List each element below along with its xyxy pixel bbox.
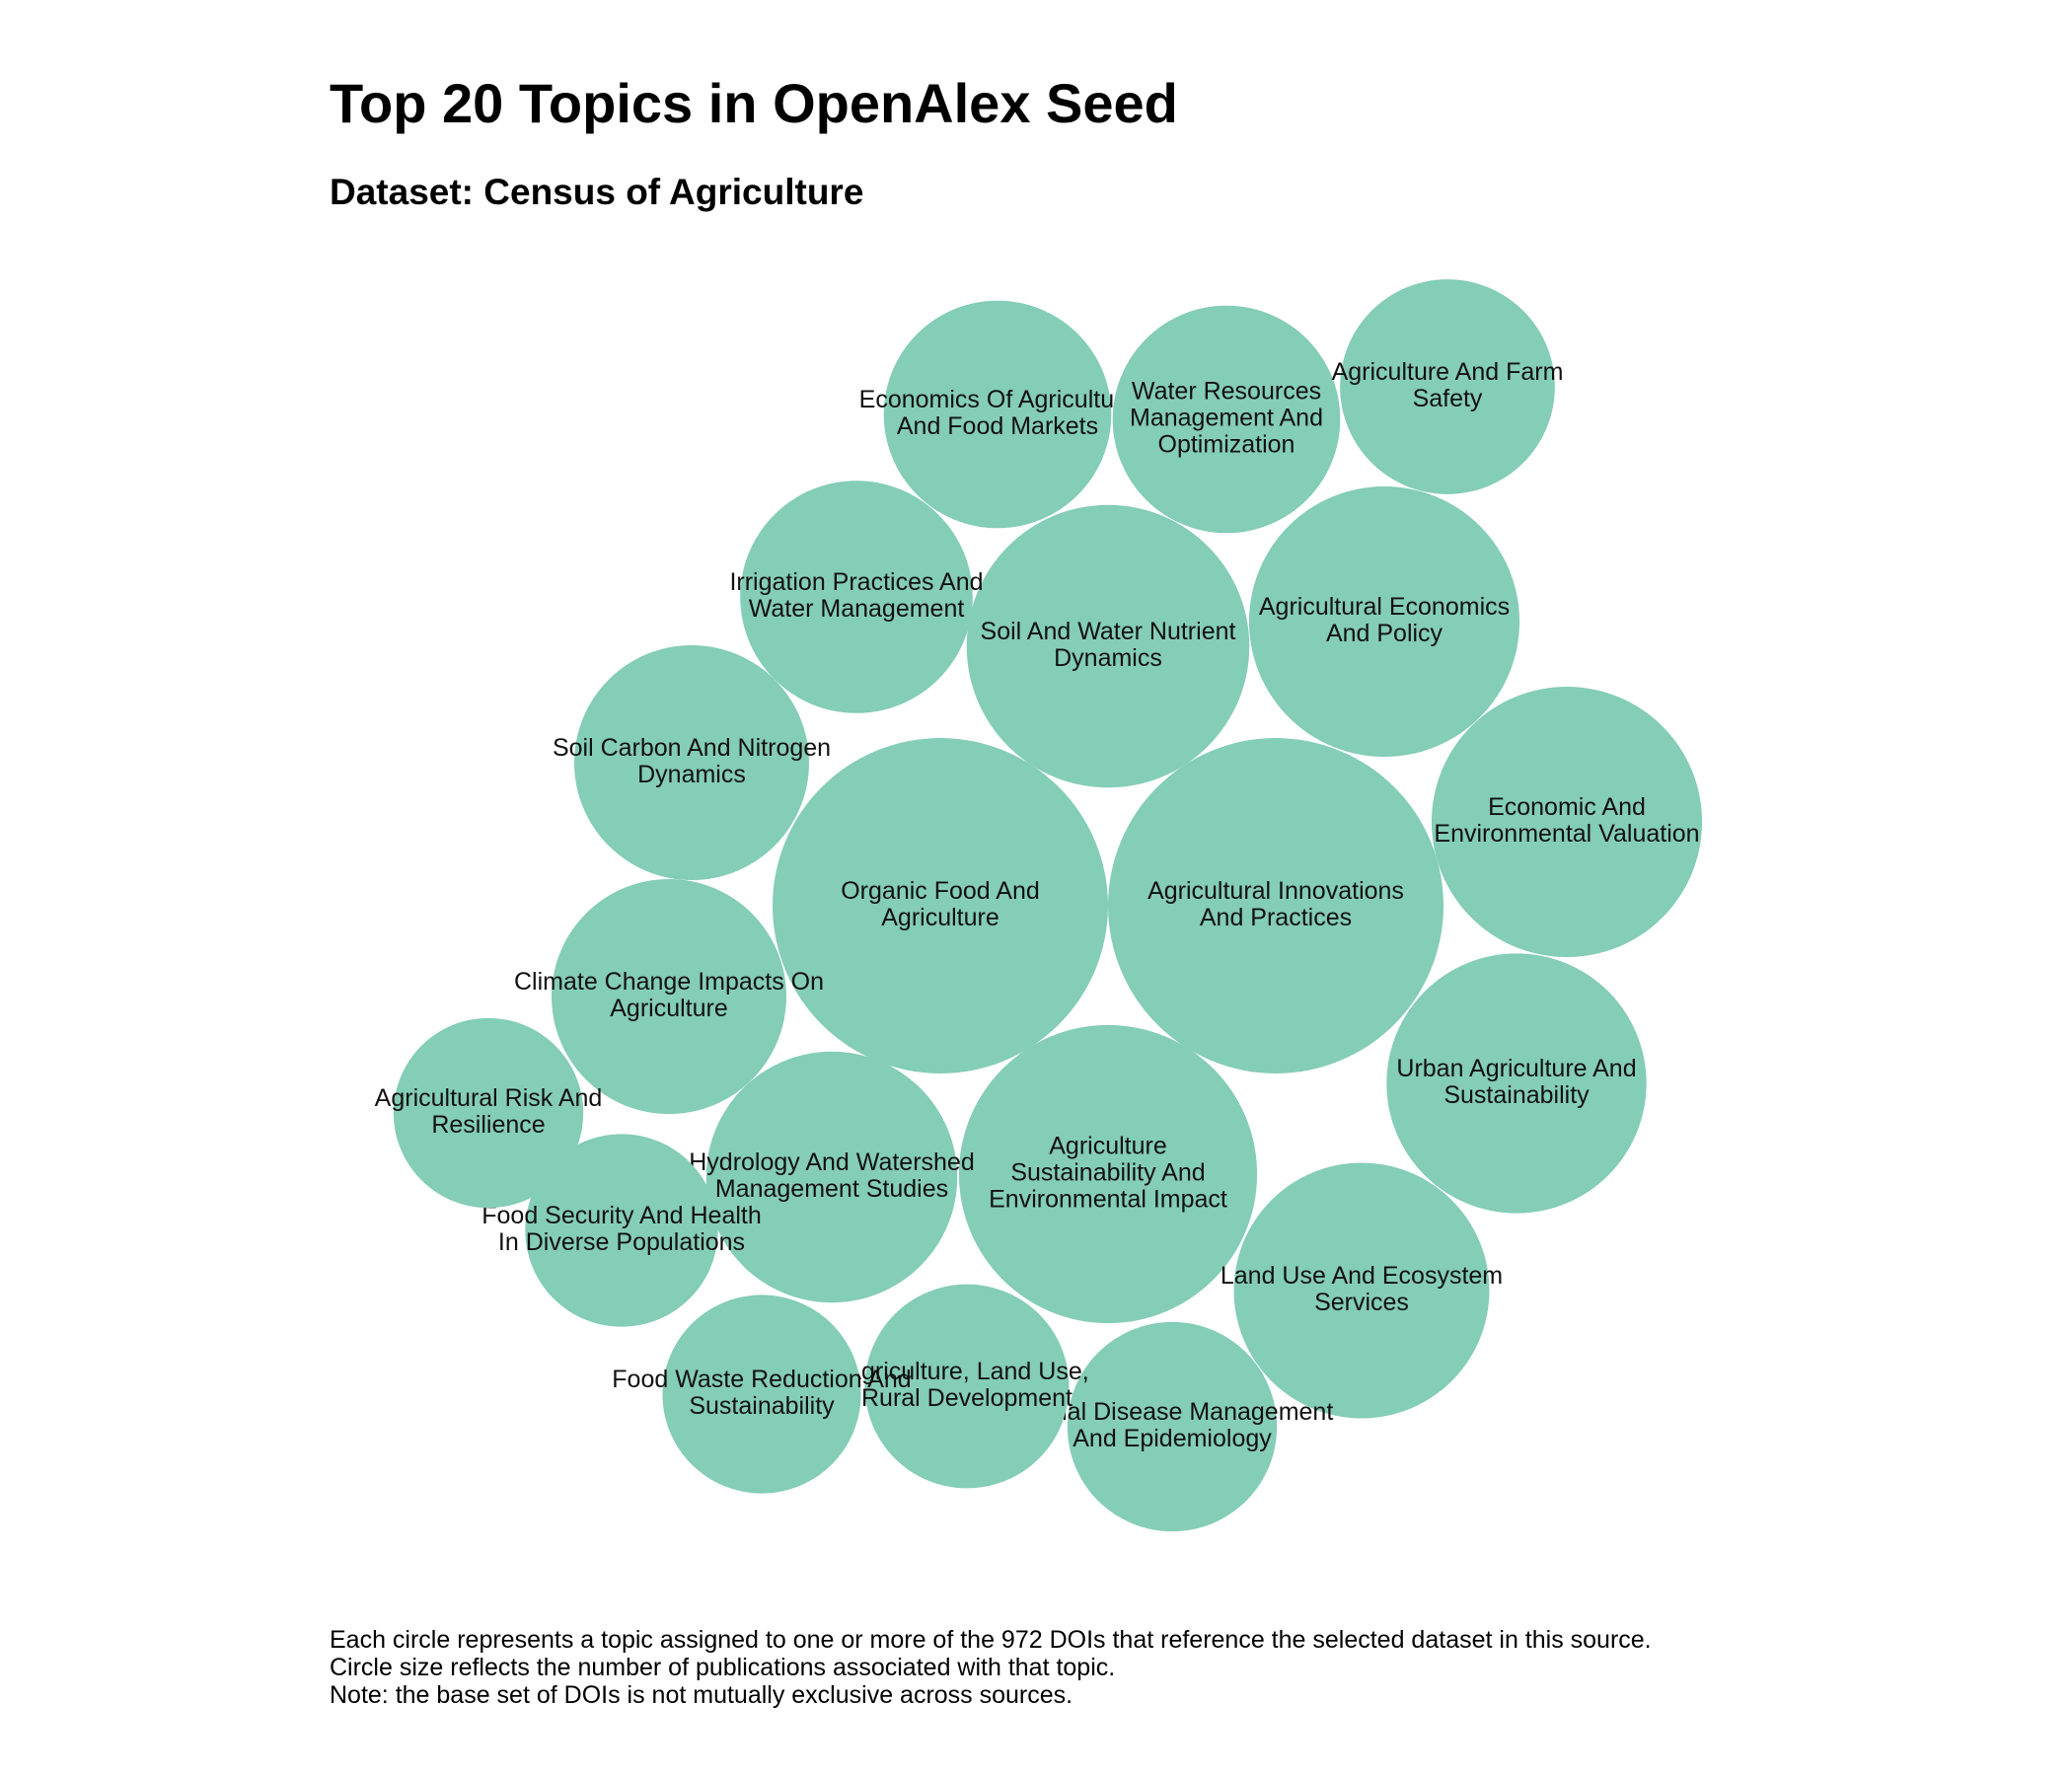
bubble-label: Dynamics bbox=[637, 761, 746, 788]
caption-line-2: Circle size reflects the number of publi… bbox=[330, 1654, 1116, 1681]
bubble-circle bbox=[864, 1284, 1070, 1489]
caption-line-1: Each circle represents a topic assigned … bbox=[330, 1626, 1652, 1654]
bubble-circle bbox=[966, 504, 1250, 788]
bubble-circle bbox=[662, 1295, 861, 1494]
bubble-label: Environmental Impact bbox=[989, 1186, 1227, 1214]
bubble-label: Economics Of Agriculture bbox=[859, 386, 1137, 413]
bubble-circle bbox=[1233, 1162, 1490, 1419]
bubble-label: Climate Change Impacts On bbox=[514, 968, 824, 996]
bubble-label: Management Studies bbox=[715, 1175, 948, 1203]
bubble-label: And Practices bbox=[1200, 904, 1352, 931]
bubble-circle bbox=[1067, 1321, 1278, 1532]
bubble-label: Agricultural Economics bbox=[1259, 593, 1510, 621]
bubble-label: Sustainability bbox=[1443, 1081, 1590, 1109]
bubble-circle bbox=[740, 481, 973, 713]
bubble-label: And Food Markets bbox=[897, 412, 1098, 440]
bubble-circle bbox=[705, 1051, 958, 1303]
bubble-label: Sustainability bbox=[689, 1392, 835, 1420]
bubble-circle bbox=[1112, 305, 1341, 534]
bubble-label: Hydrology And Watershed bbox=[689, 1148, 975, 1176]
bubble-label: Safety bbox=[1413, 385, 1483, 412]
bubble-circle bbox=[393, 1017, 584, 1209]
bubble-circle bbox=[1340, 279, 1555, 494]
bubble-circle bbox=[1386, 953, 1647, 1214]
bubble-label: Agriculture bbox=[1049, 1133, 1167, 1160]
bubble-label: Urban Agriculture And bbox=[1396, 1055, 1636, 1082]
bubble-label: And Policy bbox=[1326, 620, 1443, 647]
bubble-label: Economic And bbox=[1488, 793, 1646, 821]
bubble-label: Food Security And Health bbox=[481, 1202, 762, 1229]
bubble-label: Food Waste Reduction And bbox=[612, 1366, 911, 1393]
bubble-label: Irrigation Practices And bbox=[729, 568, 983, 596]
chart-subtitle: Dataset: Census of Agriculture bbox=[330, 172, 864, 212]
bubble-circle bbox=[1248, 485, 1520, 758]
bubble-circle bbox=[958, 1024, 1258, 1324]
bubble-label: Management And bbox=[1130, 405, 1323, 432]
bubble-label: Agricultural Risk And bbox=[375, 1084, 603, 1112]
bubble-label: Organic Food And bbox=[841, 877, 1040, 905]
bubble-label: Soil Carbon And Nitrogen bbox=[553, 734, 831, 762]
chart-title: Top 20 Topics in OpenAlex Seed bbox=[330, 72, 1178, 134]
bubble-label: Agriculture, Land Use, bbox=[845, 1358, 1088, 1385]
bubble-label: Agriculture And Farm bbox=[1332, 358, 1564, 386]
bubble-label: And Epidemiology bbox=[1073, 1425, 1272, 1452]
chart-caption: Each circle represents a topic assigned … bbox=[330, 1626, 1652, 1709]
bubble-label: Water Resources bbox=[1132, 378, 1321, 406]
bubble-label: Soil And Water Nutrient bbox=[981, 618, 1236, 645]
bubble-label: Agriculture bbox=[610, 995, 728, 1022]
bubble-label: Services bbox=[1314, 1289, 1409, 1316]
bubble-label: Environmental Valuation bbox=[1434, 820, 1699, 848]
bubble-label: Rural Development bbox=[861, 1384, 1073, 1412]
bubble-label: Agriculture bbox=[881, 904, 999, 931]
bubble-circle bbox=[773, 738, 1108, 1073]
bubble-label: Dynamics bbox=[1054, 644, 1162, 672]
bubble-label: In Diverse Populations bbox=[498, 1228, 745, 1256]
bubble-16: Agriculture, Land Use,Rural Development bbox=[845, 1284, 1089, 1489]
bubble-label: Optimization bbox=[1158, 431, 1295, 459]
bubble-label: Land Use And Ecosystem bbox=[1221, 1262, 1503, 1290]
bubble-circle bbox=[1431, 686, 1703, 958]
caption-line-3: Note: the base set of DOIs is not mutual… bbox=[330, 1681, 1073, 1709]
bubble-circle bbox=[574, 645, 809, 880]
bubble-label: Sustainability And bbox=[1010, 1159, 1205, 1187]
bubble-label: Resilience bbox=[431, 1111, 545, 1139]
bubble-circle bbox=[1108, 738, 1443, 1073]
bubble-circle bbox=[552, 879, 786, 1114]
bubble-circle bbox=[525, 1134, 718, 1327]
bubble-circle bbox=[883, 300, 1112, 529]
bubble-label: Agricultural Innovations bbox=[1147, 877, 1404, 905]
bubble-label: Water Management bbox=[749, 595, 965, 623]
